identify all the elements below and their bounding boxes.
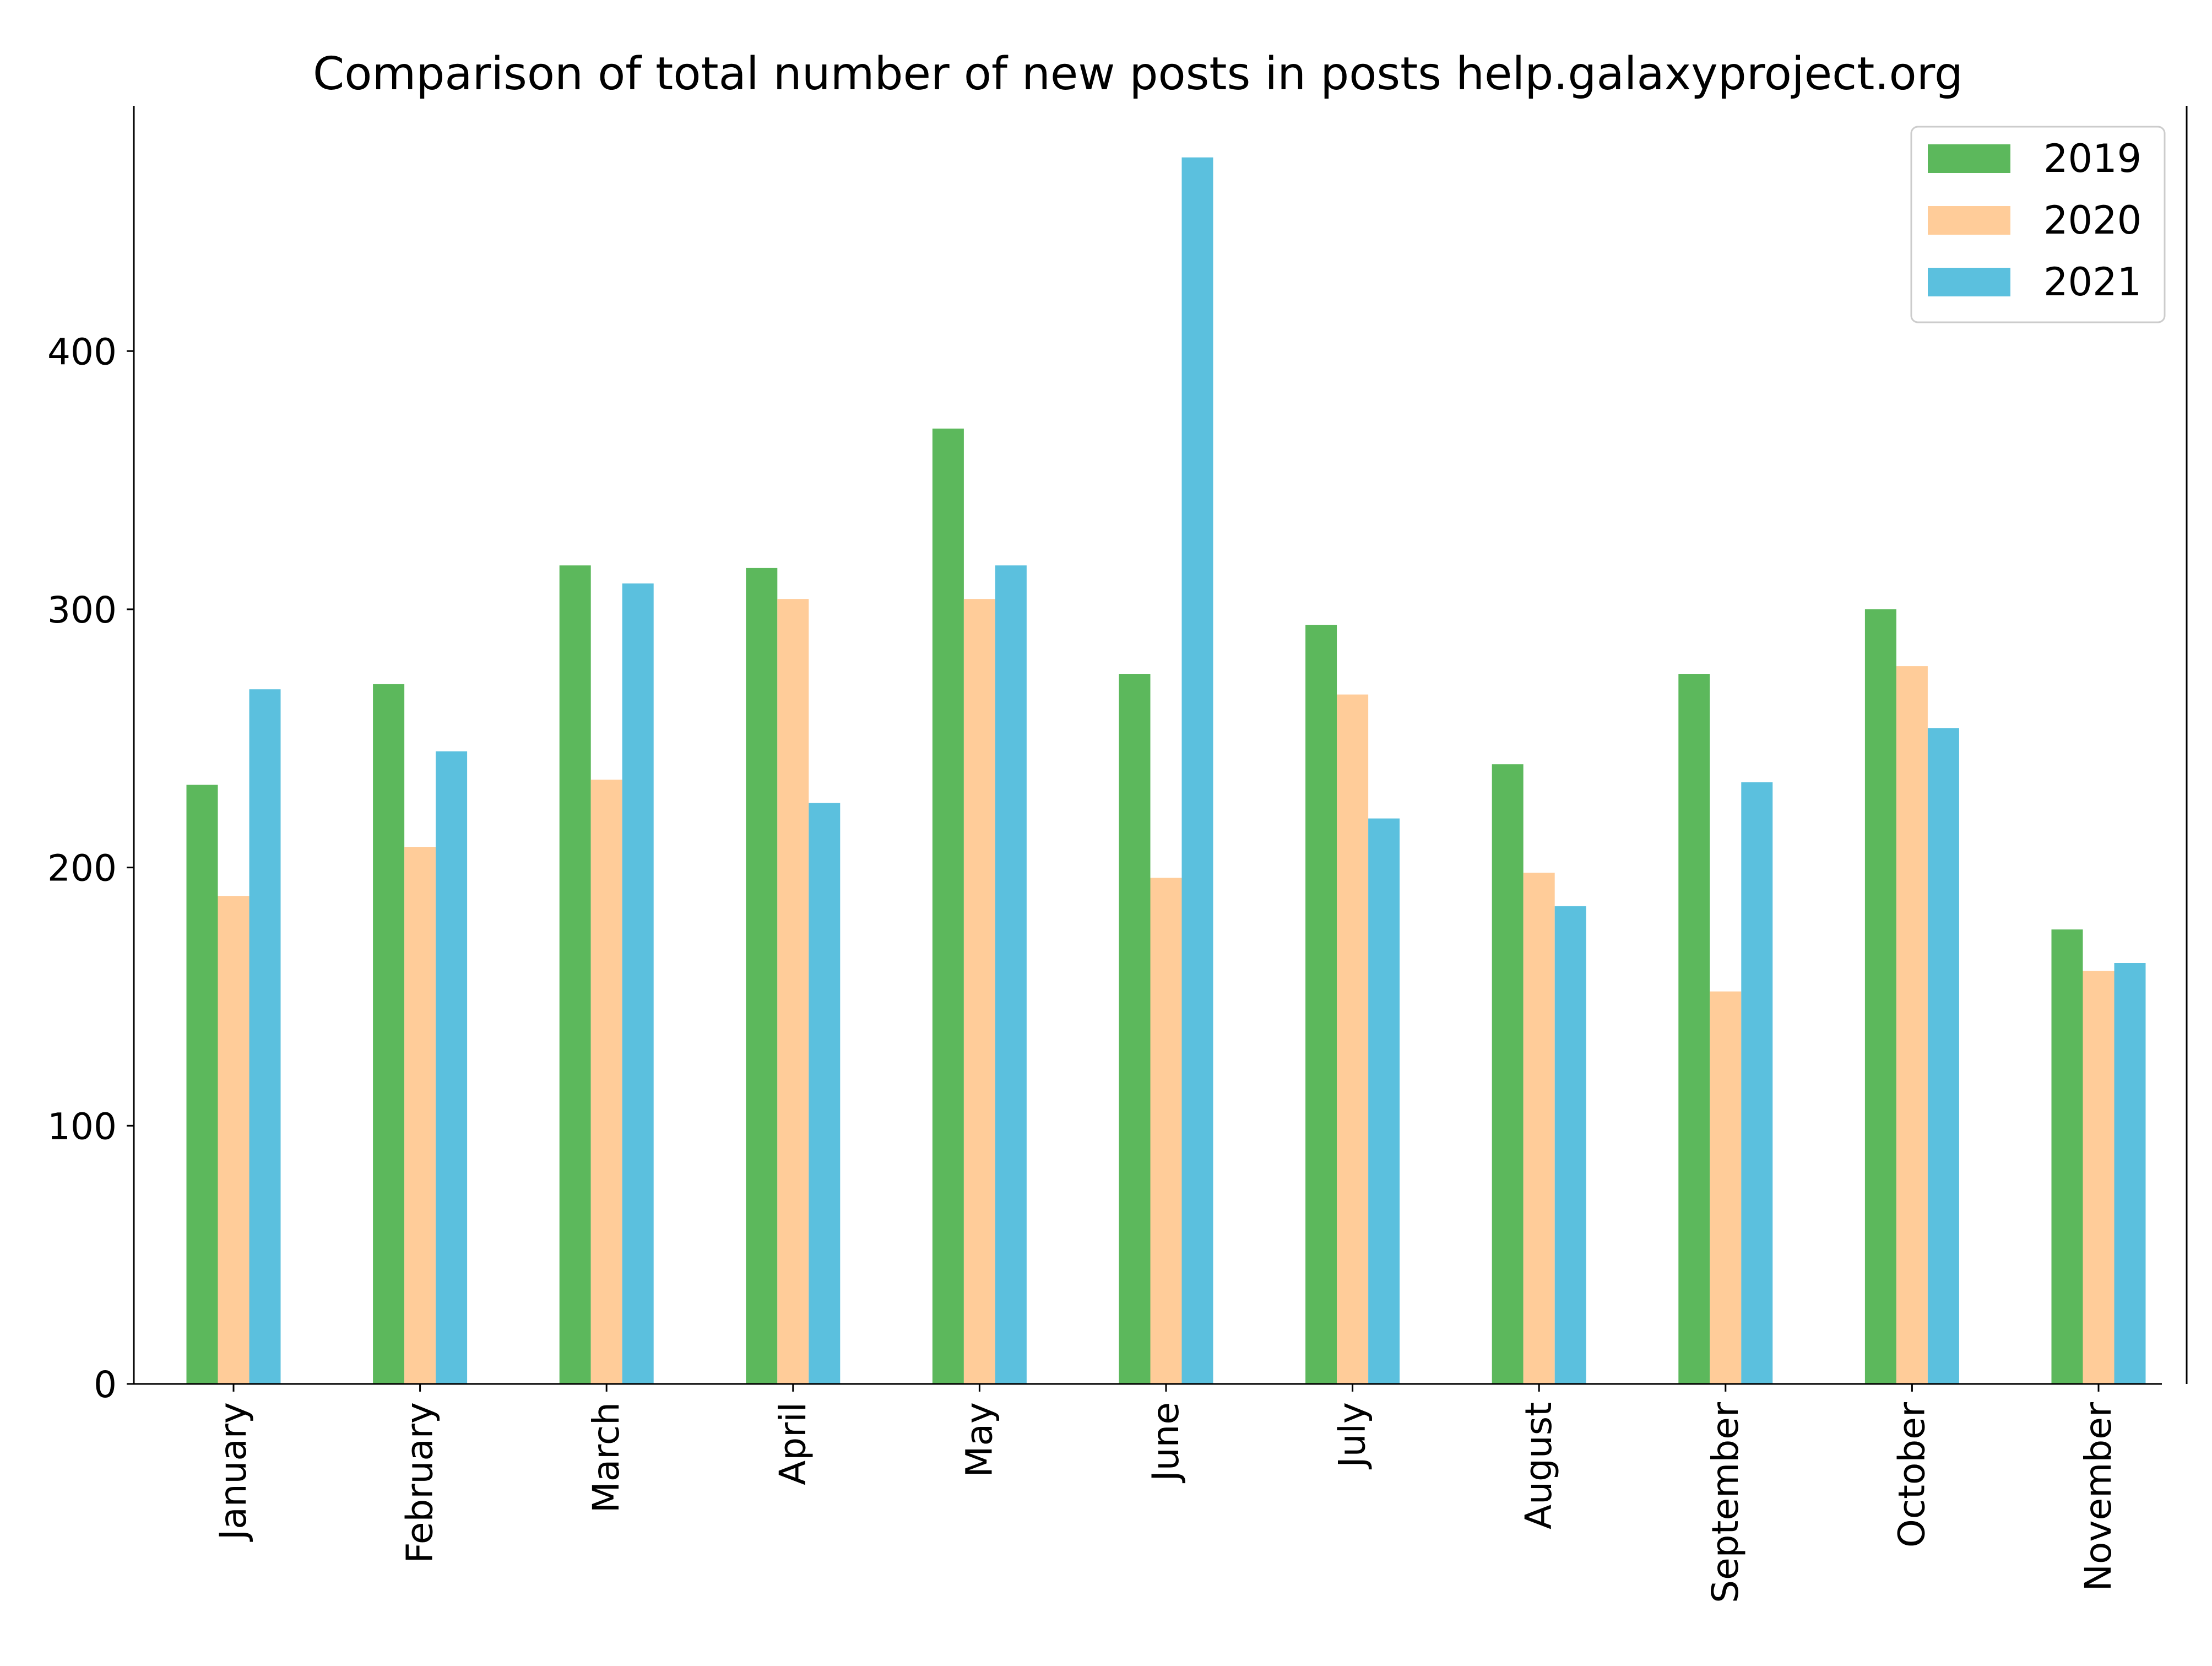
legend-label-2019: 2019	[2043, 136, 2141, 181]
x-tick-label-may: May	[958, 1402, 1000, 1477]
bar-2020-november	[2083, 971, 2115, 1384]
bar-2020-july	[1337, 694, 1369, 1384]
bar-2021-august	[1554, 906, 1586, 1384]
legend-swatch-2020	[1928, 206, 2010, 235]
bar-2020-october	[1896, 666, 1928, 1384]
bar-2021-january	[249, 689, 281, 1384]
bar-2020-february	[404, 847, 436, 1384]
bar-2021-april	[809, 803, 841, 1384]
bar-2020-august	[1523, 873, 1555, 1384]
bar-2021-july	[1368, 818, 1400, 1384]
bar-2020-september	[1710, 991, 1742, 1384]
bar-2019-june	[1119, 674, 1151, 1384]
x-tick-label-february: February	[399, 1402, 441, 1563]
bar-2019-february	[373, 684, 405, 1384]
bar-2020-january	[218, 896, 250, 1384]
x-tick-label-october: October	[1890, 1402, 1933, 1548]
bar-2021-june	[1181, 157, 1213, 1384]
y-tick-label: 300	[47, 589, 117, 631]
y-ticks-group: 0 100 200 300 400	[47, 331, 134, 1406]
bar-2019-august	[1492, 764, 1524, 1384]
y-tick-label: 100	[47, 1105, 117, 1148]
x-ticks-group: January February March April May June July Augu…	[212, 1384, 2119, 1603]
bar-2019-july	[1305, 625, 1337, 1384]
bar-2019-january	[186, 785, 218, 1384]
legend-swatch-2021	[1928, 268, 2010, 296]
bar-2019-march	[559, 565, 591, 1384]
x-tick-label-september: September	[1704, 1402, 1747, 1603]
bar-2021-october	[1927, 728, 1959, 1384]
legend-label-2020: 2020	[2043, 198, 2141, 243]
bars-group	[186, 157, 2146, 1384]
x-tick-label-april: April	[772, 1402, 814, 1485]
bar-2020-june	[1150, 878, 1182, 1384]
bar-2021-september	[1741, 782, 1773, 1384]
bar-2020-march	[590, 780, 622, 1384]
bar-2021-november	[2114, 963, 2146, 1384]
bar-2020-may	[963, 599, 995, 1384]
bar-2021-may	[995, 565, 1027, 1384]
x-tick-label-july: July	[1331, 1402, 1374, 1470]
legend-label-2021: 2021	[2043, 259, 2141, 305]
legend: 2019 2020 2021	[1910, 126, 2166, 323]
bar-2019-april	[746, 567, 778, 1384]
bar-2021-february	[436, 751, 468, 1384]
x-tick-label-june: June	[1145, 1402, 1187, 1484]
x-tick-label-august: August	[1517, 1402, 1560, 1529]
bar-2020-april	[777, 599, 809, 1384]
bar-2019-october	[1864, 609, 1896, 1384]
chart-title: Comparison of total number of new posts …	[313, 48, 1963, 100]
x-tick-label-january: January	[212, 1402, 254, 1542]
bar-2019-november	[2051, 929, 2083, 1384]
bar-2019-may	[932, 428, 964, 1384]
x-tick-label-november: November	[2077, 1402, 2119, 1591]
bar-2021-march	[622, 583, 654, 1384]
y-tick-label: 0	[94, 1364, 117, 1406]
bar-2019-september	[1678, 674, 1710, 1384]
y-tick-label: 400	[47, 331, 117, 373]
x-tick-label-march: March	[585, 1402, 627, 1513]
axes-group	[133, 106, 2188, 1385]
legend-swatch-2019	[1928, 144, 2010, 173]
y-tick-label: 200	[47, 847, 117, 890]
